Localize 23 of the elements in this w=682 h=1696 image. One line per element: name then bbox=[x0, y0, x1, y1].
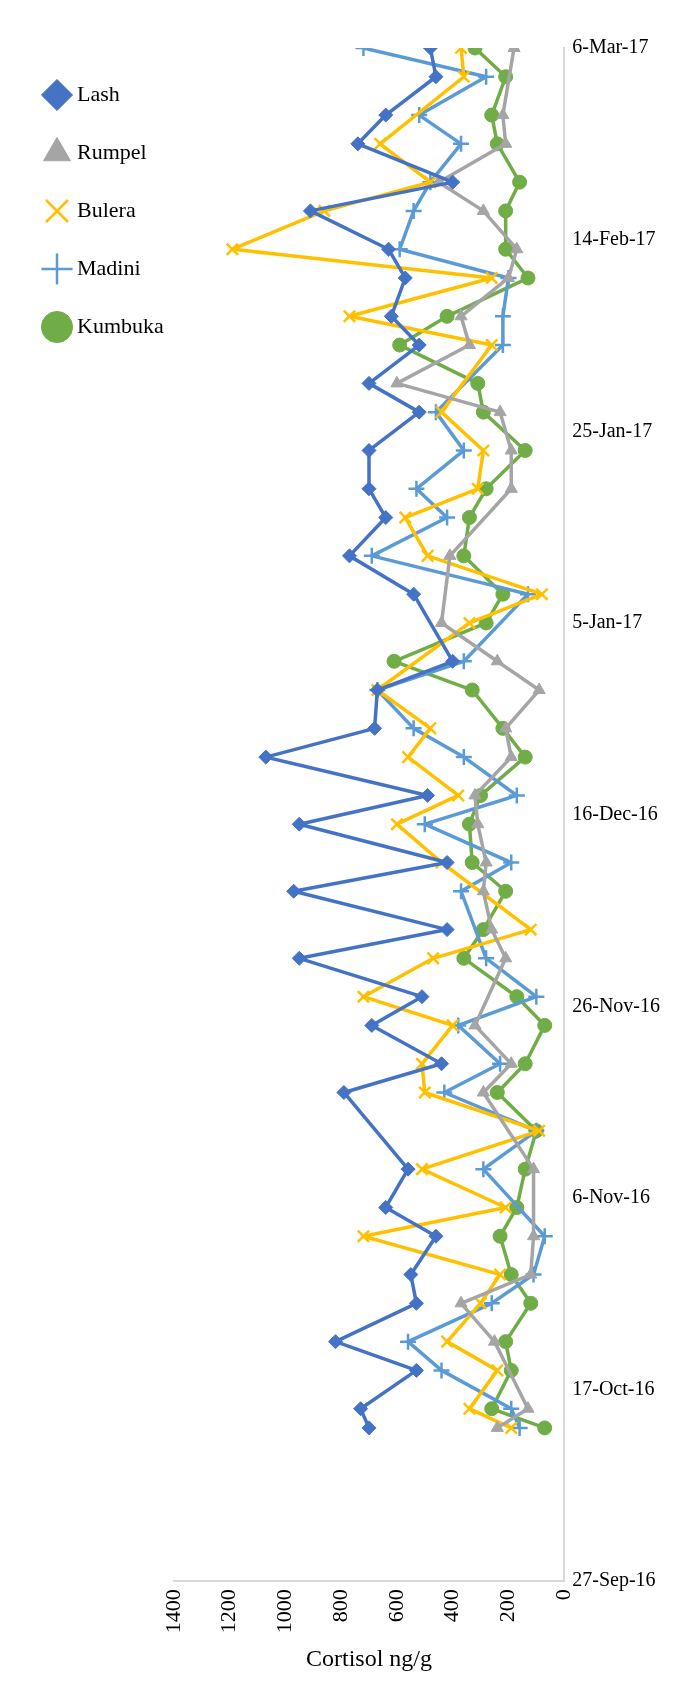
legend-label: Kumbuka bbox=[77, 312, 164, 338]
y-tick-label: 14-Feb-17 bbox=[572, 226, 656, 249]
x-tick-label: 0 bbox=[550, 1589, 576, 1601]
y-tick-label: 25-Jan-17 bbox=[572, 418, 653, 441]
x-tick-label: 200 bbox=[494, 1589, 520, 1623]
x-tick-label: 1400 bbox=[159, 1589, 185, 1634]
x-tick-label: 1000 bbox=[271, 1589, 297, 1634]
y-tick-label: 27-Sep-16 bbox=[572, 1568, 656, 1592]
legend-label: Lash bbox=[77, 80, 120, 106]
x-tick-label: 400 bbox=[438, 1589, 464, 1623]
y-tick-label: 17-Oct-16 bbox=[572, 1376, 655, 1399]
x-tick-label: 600 bbox=[382, 1589, 408, 1623]
x-tick-label: 800 bbox=[326, 1589, 352, 1623]
x-tick-label: 1200 bbox=[215, 1589, 241, 1634]
y-tick-label: 16-Dec-16 bbox=[572, 801, 658, 824]
y-tick-label: 5-Jan-17 bbox=[572, 610, 643, 633]
legend-label: Madini bbox=[77, 254, 141, 280]
y-tick-label: 6-Mar-17 bbox=[572, 35, 649, 58]
x-axis-title: Cortisol ng/g bbox=[305, 1644, 433, 1671]
y-tick-label: 6-Nov-16 bbox=[572, 1185, 650, 1208]
legend-label: Bulera bbox=[77, 196, 136, 222]
y-tick-label: 26-Nov-16 bbox=[572, 993, 660, 1016]
legend-label: Rumpel bbox=[77, 138, 147, 164]
